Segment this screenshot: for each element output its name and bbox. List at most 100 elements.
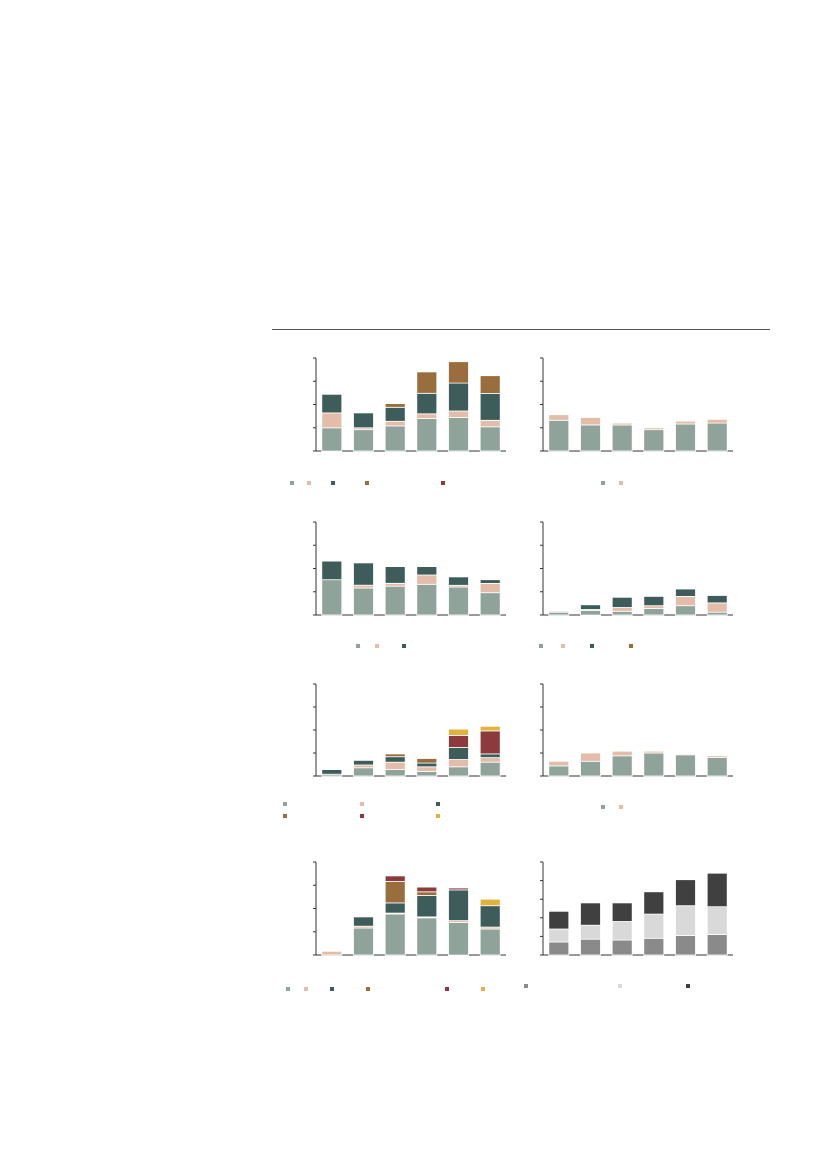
legend-swatch <box>286 987 290 991</box>
bar-segment <box>384 585 406 616</box>
bar-segment <box>675 935 696 956</box>
bar-segment <box>580 924 601 940</box>
bar-segment <box>706 602 728 613</box>
bar-segment <box>448 576 469 586</box>
bar-segment <box>675 588 696 597</box>
bar-segment <box>416 771 438 777</box>
bar-segment <box>321 769 343 775</box>
bar-segment <box>321 427 343 452</box>
legend-swatch <box>481 987 485 991</box>
legend-swatch <box>290 481 294 485</box>
bar-segment <box>643 913 665 939</box>
bar-segment <box>706 872 728 908</box>
bar-segment <box>611 750 633 757</box>
bar-segment <box>479 579 501 584</box>
legend-swatch <box>686 984 690 988</box>
bar-segment <box>706 418 728 424</box>
bar-segment <box>479 392 501 421</box>
bar-segment <box>448 887 469 891</box>
bar-segment <box>353 927 374 956</box>
bar-segment <box>611 921 633 941</box>
chart-c3 <box>313 521 506 648</box>
bar-segment <box>706 755 728 758</box>
bar-segment <box>448 410 469 418</box>
bar-segment <box>353 767 374 777</box>
legend-swatch <box>619 805 623 809</box>
bar-segment <box>416 762 438 768</box>
bar-segment <box>416 895 438 918</box>
chart-c6 <box>540 683 733 809</box>
bar-segment <box>384 769 406 777</box>
bar-segment <box>479 592 501 616</box>
bar-segment <box>643 429 665 452</box>
legend-swatch <box>366 987 370 991</box>
legend-swatch <box>539 644 543 648</box>
bar-segment <box>675 905 696 936</box>
bar-segment <box>416 566 438 576</box>
bar-segment <box>548 414 570 421</box>
bar-segment <box>479 375 501 394</box>
bar-segment <box>580 902 601 926</box>
bar-segment <box>353 429 374 452</box>
bar-segment <box>611 596 633 608</box>
bar-segment <box>321 412 343 429</box>
bar-segment <box>548 928 570 943</box>
bar-segment <box>353 916 374 927</box>
legend-swatch <box>561 644 565 648</box>
bar-segment <box>448 922 469 956</box>
bar-segment <box>643 596 665 607</box>
bar-segment <box>448 766 469 777</box>
bar-segment <box>448 361 469 384</box>
bar-segment <box>353 760 374 766</box>
bar-segment <box>416 413 438 419</box>
bar-segment <box>384 583 406 587</box>
bar-segment <box>479 419 501 428</box>
bar-segment <box>416 758 438 764</box>
bar-segment <box>479 583 501 594</box>
bar-segment <box>416 891 438 896</box>
bar-segment <box>580 610 601 616</box>
legend-swatch <box>360 802 364 806</box>
legend-swatch <box>331 481 335 485</box>
legend-swatch <box>618 984 622 988</box>
bar-segment <box>548 765 570 777</box>
legend-swatch <box>304 987 308 991</box>
bar-segment <box>384 403 406 408</box>
bar-segment <box>675 754 696 777</box>
legend-swatch <box>330 987 334 991</box>
bar-segment <box>643 427 665 431</box>
bar-segment <box>611 610 633 616</box>
legend-swatch <box>436 802 440 806</box>
legend-swatch <box>360 814 364 818</box>
legend-swatch <box>356 644 360 648</box>
chart-c5 <box>283 683 506 818</box>
legend-swatch <box>619 481 623 485</box>
bar-segment <box>353 587 374 616</box>
bar-segment <box>416 583 438 616</box>
bar-segment <box>384 761 406 771</box>
bar-segment <box>548 760 570 767</box>
bar-segment <box>448 586 469 616</box>
bar-segment <box>643 605 665 609</box>
bar-segment <box>611 422 633 426</box>
bar-segment <box>706 611 728 616</box>
bar-segment <box>448 735 469 748</box>
bar-segment <box>611 902 633 922</box>
bar-segment <box>479 753 501 759</box>
bar-segment <box>580 938 601 956</box>
bar-segment <box>706 934 728 956</box>
bar-segment <box>580 417 601 426</box>
bar-segment <box>384 875 406 882</box>
bar-segment <box>675 879 696 907</box>
bar-segment <box>448 759 469 768</box>
legend-swatch <box>524 984 528 988</box>
bar-segment <box>448 382 469 412</box>
bar-segment <box>643 608 665 616</box>
bar-segment <box>548 611 570 616</box>
bar-segment <box>384 913 406 956</box>
bar-segment <box>321 579 343 616</box>
bar-segment <box>611 607 633 612</box>
chart-c7 <box>286 861 506 991</box>
